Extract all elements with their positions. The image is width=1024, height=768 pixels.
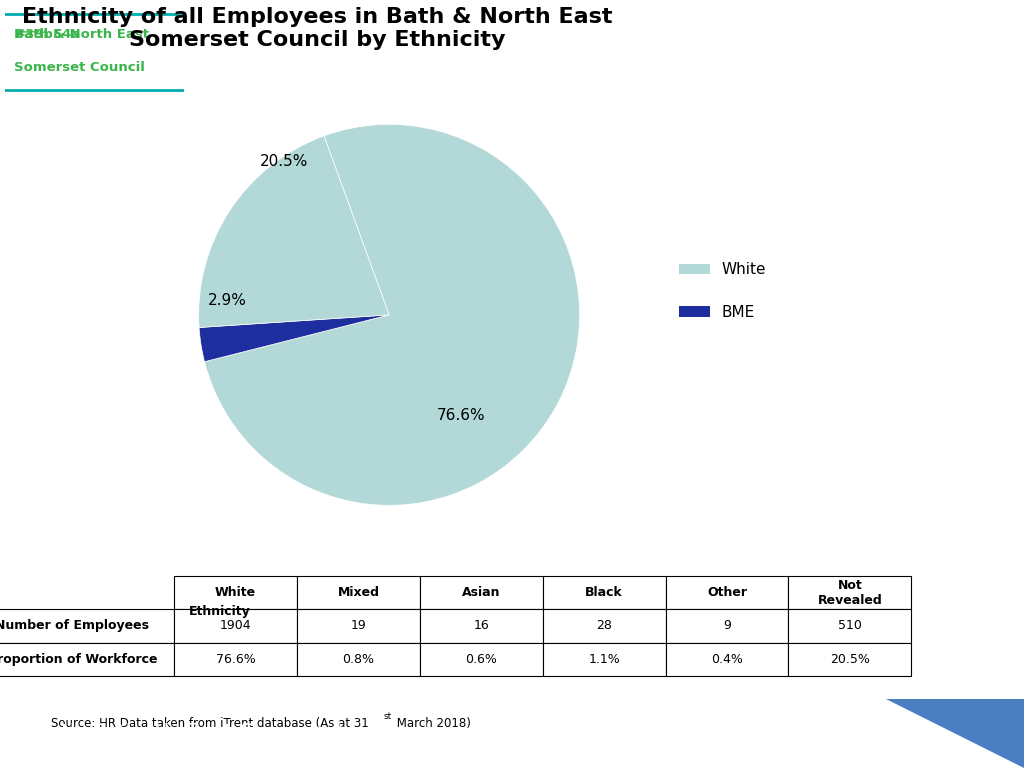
- Text: The: The: [371, 723, 413, 743]
- Text: 76.6%: 76.6%: [437, 408, 485, 422]
- Text: #39b54a: #39b54a: [14, 28, 80, 41]
- Text: March 2018): March 2018): [393, 717, 471, 730]
- Text: Somerset Council: Somerset Council: [14, 61, 145, 74]
- Text: Source: HR Data taken from iTrent database (As at 31: Source: HR Data taken from iTrent databa…: [51, 717, 369, 730]
- Text: Bath & North East: Bath & North East: [14, 28, 150, 41]
- Text: place to live, work and visit: place to live, work and visit: [404, 723, 718, 743]
- Text: Bath & North East Somerset -: Bath & North East Somerset -: [33, 723, 369, 743]
- Title: Ethnicity of all Employees in Bath & North East
Somerset Council by Ethnicity: Ethnicity of all Employees in Bath & Nor…: [23, 7, 613, 51]
- Wedge shape: [199, 315, 389, 362]
- Text: 2.9%: 2.9%: [208, 293, 247, 309]
- Text: st: st: [384, 712, 392, 720]
- Text: 20.5%: 20.5%: [260, 154, 308, 169]
- Legend: White, BME: White, BME: [673, 257, 772, 326]
- Wedge shape: [199, 136, 389, 327]
- Text: Ethnicity: Ethnicity: [188, 604, 251, 617]
- Polygon shape: [886, 699, 1024, 768]
- Wedge shape: [205, 124, 580, 505]
